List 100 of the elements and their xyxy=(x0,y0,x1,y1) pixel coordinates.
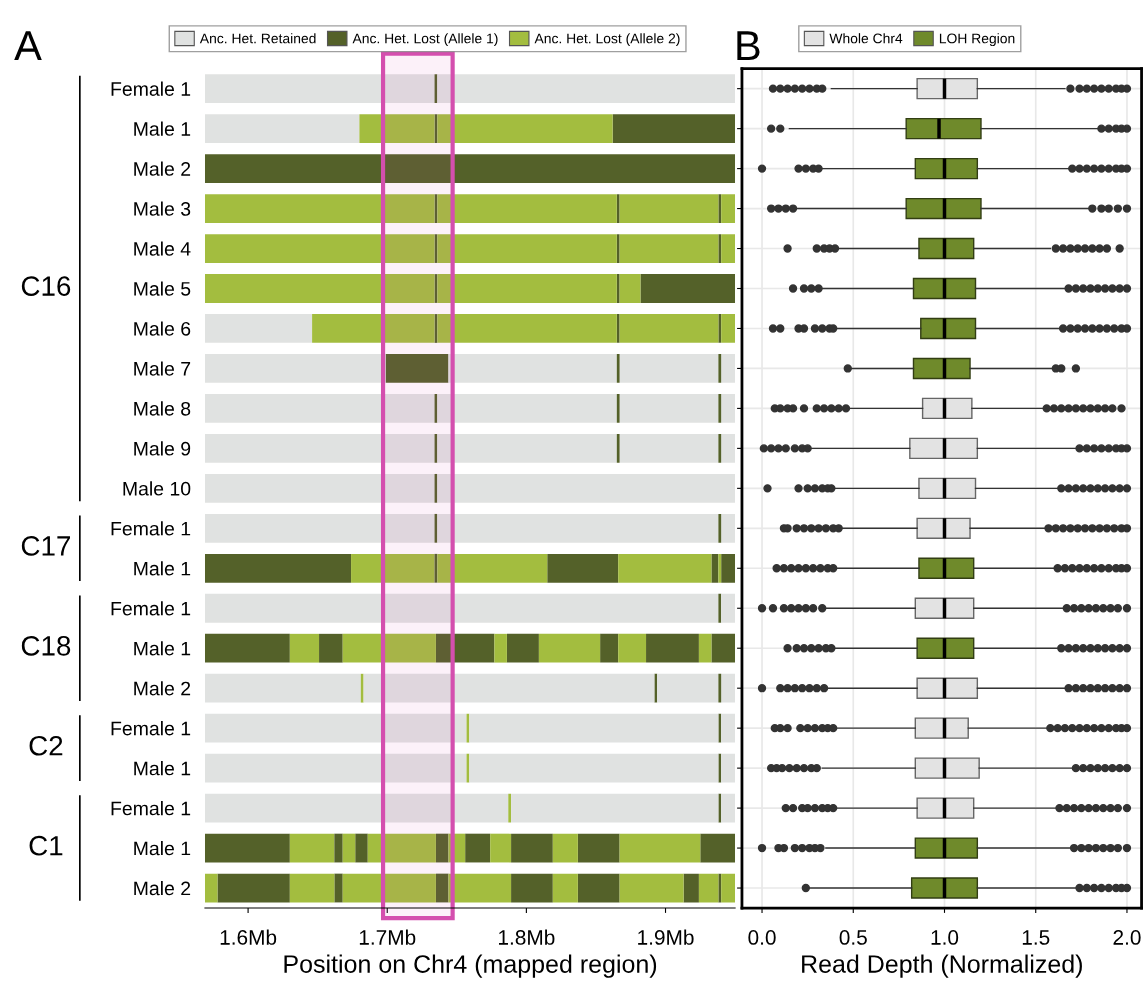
bar xyxy=(355,833,368,863)
bar xyxy=(437,274,617,303)
bar xyxy=(437,433,617,463)
y-tick-label: Female 1 xyxy=(111,81,191,96)
bar xyxy=(312,314,435,343)
bar xyxy=(718,673,722,703)
bar xyxy=(619,354,719,383)
bar xyxy=(618,553,712,583)
bar xyxy=(435,633,495,663)
bar xyxy=(204,793,509,823)
bar xyxy=(618,633,647,663)
bar xyxy=(657,673,719,703)
bar xyxy=(511,873,553,903)
x-tick-label: 0.0 xyxy=(748,930,776,945)
bar xyxy=(721,194,736,223)
bar xyxy=(204,74,435,104)
bar xyxy=(334,833,343,863)
bar xyxy=(511,793,719,823)
bar xyxy=(619,274,641,303)
text: C1 xyxy=(29,835,63,856)
bar xyxy=(204,433,435,463)
bar xyxy=(698,633,712,663)
text: C2 xyxy=(29,735,63,756)
bar xyxy=(619,234,719,263)
bar xyxy=(437,553,548,583)
bar xyxy=(718,314,722,343)
bar xyxy=(437,394,617,423)
bar xyxy=(437,194,617,223)
bar xyxy=(204,114,360,144)
bar xyxy=(721,753,736,783)
bar xyxy=(721,793,736,823)
y-tick-label: Male 7 xyxy=(134,361,191,376)
y-tick-label: Male 2 xyxy=(134,880,191,896)
bar xyxy=(718,873,722,903)
x-axis-title: Read Depth (Normalized) xyxy=(802,954,1082,978)
bar xyxy=(619,314,719,343)
y-tick-label: Male 1 xyxy=(134,121,191,136)
bar xyxy=(289,873,335,903)
bar xyxy=(718,753,722,783)
y-tick-label: Female 1 xyxy=(111,801,191,816)
y-tick-label: Male 4 xyxy=(134,241,191,256)
bar xyxy=(619,194,719,223)
bar xyxy=(616,433,620,463)
bar xyxy=(552,833,578,863)
text: C18 xyxy=(21,636,71,656)
x-tick-label: 1.7Mb xyxy=(359,929,416,945)
bar xyxy=(435,833,449,863)
bar xyxy=(437,114,613,144)
bar xyxy=(506,633,539,663)
bar xyxy=(204,713,467,743)
bar xyxy=(718,793,722,823)
bar xyxy=(600,633,619,663)
bar xyxy=(351,553,435,583)
x-tick-label: 1.0 xyxy=(931,930,959,945)
bar xyxy=(360,673,364,703)
bar xyxy=(289,833,335,863)
y-tick-label: Female 1 xyxy=(111,721,191,736)
y-tick-label: Female 1 xyxy=(111,601,191,616)
bar xyxy=(204,873,218,903)
bar xyxy=(721,673,736,703)
bar xyxy=(448,873,512,903)
bar xyxy=(448,833,466,863)
bar xyxy=(721,553,736,583)
bar xyxy=(718,194,722,223)
bar xyxy=(619,833,701,863)
bar xyxy=(619,433,719,463)
bar xyxy=(437,74,736,104)
bar xyxy=(319,633,343,663)
bar xyxy=(437,234,617,263)
bar xyxy=(718,394,722,423)
bar xyxy=(698,873,719,903)
bar xyxy=(508,793,512,823)
bar xyxy=(204,513,435,543)
x-axis-title: Position on Chr4 (mapped region) xyxy=(284,954,657,978)
bar xyxy=(646,633,699,663)
bar xyxy=(204,593,719,623)
bar xyxy=(711,553,719,583)
bar xyxy=(435,873,449,903)
bar xyxy=(465,833,491,863)
bar xyxy=(469,713,719,743)
bar xyxy=(711,633,736,663)
bar xyxy=(616,314,620,343)
bar xyxy=(204,553,352,583)
legend-label: Whole Chr4 xyxy=(829,33,903,44)
bar xyxy=(204,234,435,263)
bar xyxy=(538,633,601,663)
bar xyxy=(289,633,320,663)
bar xyxy=(721,314,736,343)
chart-title: A xyxy=(14,31,42,61)
bar xyxy=(511,833,553,863)
bar xyxy=(437,513,719,543)
bar xyxy=(204,753,467,783)
y-tick-label: Male 1 xyxy=(134,561,191,576)
y-tick-label: Male 1 xyxy=(134,761,191,776)
bar xyxy=(342,873,436,903)
bar xyxy=(359,114,435,144)
bar xyxy=(683,873,699,903)
bar xyxy=(718,593,722,623)
bar xyxy=(718,433,722,463)
bar xyxy=(721,433,736,463)
